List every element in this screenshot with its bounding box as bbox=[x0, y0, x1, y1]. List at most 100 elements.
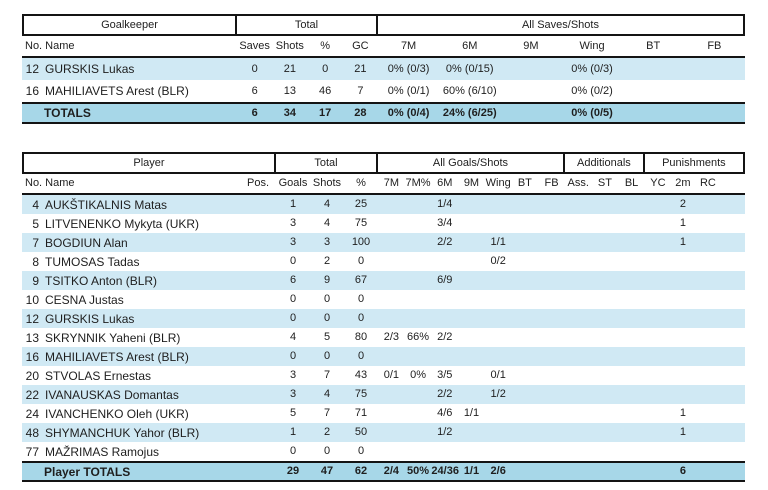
group-header-goalkeeper: Goalkeeper bbox=[22, 14, 237, 36]
stat-cell: 0% bbox=[410, 369, 426, 381]
stat-cell: 3/5 bbox=[437, 369, 453, 381]
player-number: 7 bbox=[32, 235, 39, 250]
goalkeeper-column-header-row: No. Name Saves Shots% GC 7M 6M 9M Wing BT FB bbox=[22, 36, 745, 58]
name-cell: 48 SHYMANCHUK Yahor (BLR) bbox=[22, 427, 240, 439]
stat-cell: 0 bbox=[289, 445, 297, 457]
player-number: 12 bbox=[25, 62, 39, 76]
stat-cell: 4/6 bbox=[437, 407, 453, 419]
column-header-no-name: No. Name bbox=[25, 177, 75, 189]
totals-cell: 62 bbox=[354, 465, 368, 477]
player-row: 12 GURSKIS Lukas 0 0 0 bbox=[22, 309, 745, 328]
player-name: TSITKO Anton (BLR) bbox=[45, 273, 158, 288]
stat-cell: 0 bbox=[323, 312, 331, 324]
totals-cell: 28 bbox=[354, 106, 367, 119]
player-name: IVANCHENKO Oleh (UKR) bbox=[45, 406, 189, 421]
name-cell: 8 TUMOSAS Tadas bbox=[22, 256, 240, 268]
player-table: Player Total All Goals/Shots Additionals Pun… bbox=[22, 152, 745, 482]
stat-cell: 5 bbox=[289, 407, 297, 419]
stat-cell: 80 bbox=[354, 331, 368, 343]
group-header-total: Total bbox=[237, 14, 378, 36]
player-number: 13 bbox=[25, 330, 39, 345]
column-header-ass: Ass. bbox=[567, 177, 589, 189]
totals-cell: 34 bbox=[283, 106, 296, 119]
player-name: LITVENENKO Mykyta (UKR) bbox=[45, 216, 200, 231]
player-name: SHYMANCHUK Yahor (BLR) bbox=[45, 425, 200, 440]
stat-cell: 6/9 bbox=[437, 274, 453, 286]
stat-cell: 3/4 bbox=[437, 217, 453, 229]
stat-cell: 1/2 bbox=[437, 426, 453, 438]
column-header-bt: BT bbox=[646, 39, 661, 52]
stat-cell: 7 bbox=[323, 407, 331, 419]
totals-cell: 17 bbox=[319, 106, 332, 119]
stat-cell: 0 bbox=[357, 255, 365, 267]
column-header-6m: 6M bbox=[437, 177, 453, 189]
player-name: CESNA Justas bbox=[45, 292, 124, 307]
totals-cell: 24% (6/25) bbox=[442, 106, 497, 119]
stat-cell: 4 bbox=[289, 331, 297, 343]
player-row: 5 LITVENENKO Mykyta (UKR) 3 4 75 3/4 1 bbox=[22, 214, 745, 233]
player-name: AUKŠTIKALNIS Matas bbox=[45, 197, 168, 212]
player-row: 16 MAHILIAVETS Arest (BLR) 0 0 0 bbox=[22, 347, 745, 366]
column-header-7m: 7M% bbox=[405, 177, 431, 189]
stat-cell: 1 bbox=[289, 198, 297, 210]
player-number: 12 bbox=[25, 311, 39, 326]
stat-cell: 1/1 bbox=[463, 407, 480, 419]
player-group-header-row: Player Total All Goals/Shots Additionals Pun… bbox=[22, 152, 745, 174]
stat-cell: 66% bbox=[407, 331, 430, 343]
stat-cell: 100 bbox=[351, 236, 371, 248]
stat-cell: 1 bbox=[679, 407, 686, 419]
column-header-7m: 7M bbox=[400, 39, 417, 52]
column-header-col3: % bbox=[320, 39, 331, 52]
stat-cell: 7 bbox=[357, 84, 364, 97]
player-row: 13 SKRYNNIK Yaheni (BLR) 4 5 80 2/3 66% 2/2 bbox=[22, 328, 745, 347]
stat-cell: 13 bbox=[283, 84, 296, 97]
goalkeeper-table: Goalkeeper Total All Saves/Shots No. Name S… bbox=[22, 14, 745, 124]
column-header-yc: YC bbox=[650, 177, 666, 189]
totals-label: TOTALS bbox=[44, 106, 91, 120]
totals-cell: 29 bbox=[286, 465, 300, 477]
totals-label: Player TOTALS bbox=[44, 464, 131, 479]
stat-cell: 0 bbox=[251, 62, 258, 75]
column-header-fb: FB bbox=[707, 39, 722, 52]
totals-cell: 0% (0/5) bbox=[571, 106, 613, 119]
stat-cell: 46 bbox=[319, 84, 332, 97]
player-number: 10 bbox=[25, 292, 39, 307]
totals-cell: 24/36 bbox=[431, 465, 459, 477]
stat-cell: 0% (0/3) bbox=[571, 62, 613, 75]
name-cell: 12 GURSKIS Lukas bbox=[22, 313, 240, 325]
totals-cell: 6 bbox=[679, 465, 686, 477]
player-name: GURSKIS Lukas bbox=[45, 311, 135, 326]
name-cell: 5 LITVENENKO Mykyta (UKR) bbox=[22, 218, 240, 230]
stat-cell: 75 bbox=[354, 217, 368, 229]
stat-cell: 0 bbox=[357, 312, 365, 324]
stat-cell: 0 bbox=[323, 293, 331, 305]
stat-cell: 0% (0/15) bbox=[445, 62, 494, 75]
stat-cell: 2/2 bbox=[437, 388, 453, 400]
stat-cell: 4 bbox=[323, 198, 331, 210]
stat-cell: 2/2 bbox=[437, 236, 453, 248]
stat-cell: 0% (0/1) bbox=[387, 84, 430, 97]
stat-cell: 25 bbox=[354, 198, 368, 210]
stat-cell: 2 bbox=[679, 198, 686, 210]
stat-cell: 0 bbox=[357, 350, 365, 362]
stat-cell: 0/1 bbox=[490, 369, 506, 381]
totals-cell: 0% (0/4) bbox=[387, 106, 430, 119]
player-number: 24 bbox=[25, 406, 39, 421]
column-header-shots: Shots bbox=[275, 39, 304, 52]
stat-cell: 1/1 bbox=[490, 236, 506, 248]
player-number: 4 bbox=[32, 197, 39, 212]
totals-cell: 1/1 bbox=[463, 465, 480, 477]
stat-cell: 0 bbox=[322, 62, 329, 75]
stat-cell: 3 bbox=[289, 217, 297, 229]
stat-cell: 1 bbox=[289, 426, 297, 438]
stat-cell: 0% (0/2) bbox=[571, 84, 613, 97]
name-cell: 20 STVOLAS Ernestas bbox=[22, 370, 240, 382]
name-cell: 77 MAŽRIMAS Ramojus bbox=[22, 446, 240, 458]
stat-cell: 0 bbox=[289, 312, 297, 324]
stat-cell: 2/3 bbox=[383, 331, 399, 343]
player-row: 4 AUKŠTIKALNIS Matas 1 4 25 1/4 2 bbox=[22, 195, 745, 214]
player-row: 20 STVOLAS Ernestas 3 7 43 0/1 0% 3/5 0/1 bbox=[22, 366, 745, 385]
stat-cell: 0% (0/3) bbox=[387, 62, 430, 75]
name-cell: 13 SKRYNNIK Yaheni (BLR) bbox=[22, 332, 240, 344]
stat-cell: 4 bbox=[323, 217, 331, 229]
